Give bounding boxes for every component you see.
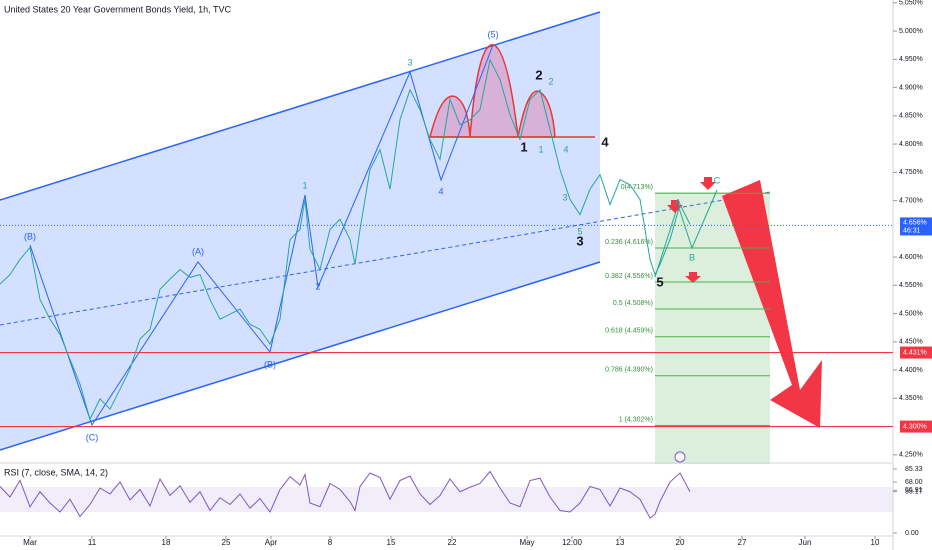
y-tick-label: 5.000% bbox=[899, 28, 923, 35]
wave-label: 3 bbox=[576, 233, 583, 248]
wave-label: 2 bbox=[535, 67, 542, 82]
last-price-tag bbox=[900, 217, 932, 236]
x-tick-label: 27 bbox=[738, 538, 747, 547]
fib-label: 0.382 (4.556%) bbox=[605, 273, 653, 280]
channel-bottom bbox=[0, 261, 601, 451]
event-icon bbox=[674, 451, 686, 463]
wave-label: 3 bbox=[407, 57, 412, 67]
x-tick-label: 20 bbox=[676, 538, 685, 547]
arrow bbox=[685, 272, 701, 283]
wave-label: 4 bbox=[563, 144, 568, 154]
y-tick-label: 4.800% bbox=[899, 141, 923, 148]
channel-mid bbox=[0, 191, 771, 326]
y-tick-label: 4.600% bbox=[899, 254, 923, 261]
big-arrow bbox=[722, 180, 822, 428]
rsi-tick-label: 85.33 bbox=[905, 466, 923, 473]
level-tag bbox=[900, 346, 932, 359]
x-tick-label: 13 bbox=[616, 538, 625, 547]
wave-label: (5) bbox=[488, 29, 499, 39]
x-tick-label: May bbox=[519, 538, 534, 547]
fib-label: 0(4.713%) bbox=[621, 184, 653, 191]
y-tick-label: 4.350% bbox=[899, 395, 923, 402]
y-tick-label: 4.900% bbox=[899, 84, 923, 91]
x-tick-label: 15 bbox=[387, 538, 396, 547]
x-tick-label: Apr bbox=[265, 538, 278, 547]
y-tick-label: 4.850% bbox=[899, 113, 923, 120]
wave-label: A bbox=[675, 197, 681, 207]
x-tick-label: Jun bbox=[799, 538, 812, 547]
channel-top bbox=[0, 11, 601, 201]
wave-label: C bbox=[714, 175, 721, 185]
y-tick-label: 4.400% bbox=[899, 367, 923, 374]
channel bbox=[0, 12, 600, 450]
wave-label: 4 bbox=[601, 134, 609, 149]
x-tick-label: 25 bbox=[222, 538, 231, 547]
arrow bbox=[700, 177, 716, 190]
wave-label: (B) bbox=[24, 231, 36, 241]
wave-label: 5 bbox=[656, 274, 663, 289]
rsi-title: RSI (7, close, SMA, 14, 2) bbox=[4, 467, 108, 477]
y-tick-label: 4.550% bbox=[899, 282, 923, 289]
abc-path bbox=[654, 189, 718, 278]
fib-label: 1 (4.302%) bbox=[619, 416, 653, 423]
y-tick-label: 4.450% bbox=[899, 339, 923, 346]
fib-label: 0.236 (4.616%) bbox=[605, 239, 653, 246]
x-tick-label: 8 bbox=[328, 538, 333, 547]
wave-label: 5 bbox=[577, 226, 582, 236]
wave-label: (C) bbox=[86, 432, 99, 442]
head-and-shoulders bbox=[429, 44, 556, 138]
y-tick-label: 4.750% bbox=[899, 169, 923, 176]
rsi-line bbox=[0, 470, 691, 519]
y-tick-label: 4.250% bbox=[899, 452, 923, 459]
y-tick-label: 4.700% bbox=[899, 197, 923, 204]
x-tick-label: 10 bbox=[871, 538, 880, 547]
arrow bbox=[667, 200, 683, 213]
x-tick-label: 11 bbox=[88, 538, 97, 547]
rsi-tick-label: 55.17 bbox=[905, 488, 923, 495]
level-tag bbox=[900, 420, 932, 433]
level-label: 4.300% bbox=[903, 423, 927, 430]
rsi-tick-label: 56.91 bbox=[905, 487, 923, 494]
rsi-band bbox=[0, 487, 893, 512]
wave-label: 2 bbox=[548, 76, 553, 86]
x-tick-label: 22 bbox=[448, 538, 457, 547]
price-line bbox=[0, 58, 691, 421]
wave-label: 3 bbox=[562, 192, 567, 202]
wave-label: 1 bbox=[302, 180, 307, 190]
wave-label: 4 bbox=[438, 186, 443, 196]
fib-label: 0.786 (4.390%) bbox=[605, 367, 653, 374]
x-tick-label: 18 bbox=[162, 538, 171, 547]
rsi-tick-label: 68.00 bbox=[905, 479, 923, 486]
wave-label: 2 bbox=[315, 281, 320, 291]
x-tick-label: Mar bbox=[23, 538, 37, 547]
fib-label: 0.618 (4.459%) bbox=[605, 328, 653, 335]
wave-label: 1 bbox=[520, 139, 527, 154]
y-tick-label: 4.950% bbox=[899, 56, 923, 63]
last-price-label: 4.656% bbox=[903, 219, 927, 226]
wave-count bbox=[29, 44, 494, 427]
level-label: 4.431% bbox=[903, 349, 927, 356]
chart-title: United States 20 Year Government Bonds Y… bbox=[4, 4, 231, 14]
wave-label: (B) bbox=[264, 359, 276, 369]
y-tick-label: 5.050% bbox=[899, 0, 923, 7]
wave-label: (A) bbox=[192, 246, 204, 256]
wave-label: 1 bbox=[538, 144, 543, 154]
x-tick-label: 12:00 bbox=[562, 538, 583, 547]
rsi-tick-label: 0.00 bbox=[905, 530, 919, 537]
y-tick-label: 4.500% bbox=[899, 310, 923, 317]
countdown: 46:31 bbox=[903, 227, 921, 234]
wave-label: B bbox=[689, 252, 695, 262]
fib-label: 0.5 (4.508%) bbox=[613, 300, 653, 307]
